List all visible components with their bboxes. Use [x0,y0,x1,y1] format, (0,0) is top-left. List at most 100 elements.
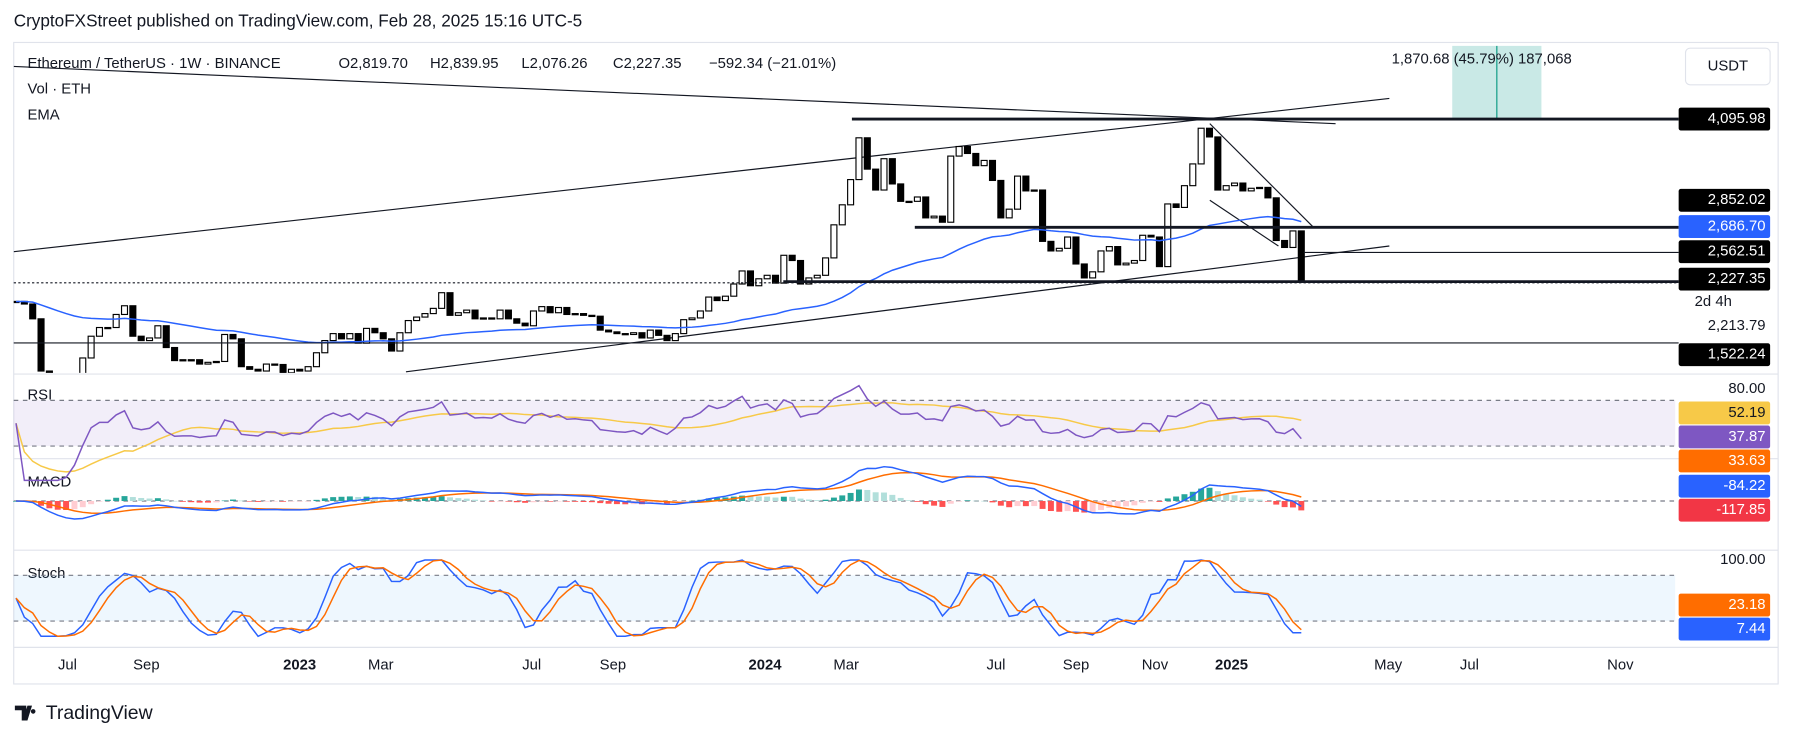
macd-histogram [622,501,629,505]
candle-body [71,375,77,383]
x-tick-label: Jul [58,658,77,674]
macd-histogram [1273,501,1280,505]
macd-histogram [780,496,787,502]
macd-histogram [138,497,145,502]
macd-histogram [939,501,946,507]
candle-body [463,309,471,314]
trendline [1209,199,1279,247]
macd-histogram [513,501,520,503]
rsi-ma-line [15,402,1302,473]
candle-body [922,196,930,219]
candle-body [1189,163,1197,187]
macd-histogram [1047,501,1054,512]
candle-body [221,333,229,363]
x-tick-label: 2025 [1215,658,1248,674]
macd-histogram [797,498,804,502]
candle-body [388,338,396,352]
macd-histogram [246,501,253,502]
candle-body [880,158,888,191]
candle-body [229,333,237,340]
candle-body [1289,230,1297,249]
candle-body [271,363,279,366]
trendline [13,97,1390,253]
candle-body [930,215,938,219]
macd-histogram [647,501,654,504]
candle-body [1130,259,1138,264]
price-label: 1,522.24 [1708,347,1766,363]
macd-histogram [263,501,270,502]
macd-histogram [1256,499,1263,502]
candle-body [479,317,487,320]
macd-histogram [1206,487,1213,502]
candle-body [947,155,955,223]
macd-histogram [1089,501,1096,513]
macd-histogram [655,501,662,504]
macd-histogram [805,499,812,502]
candle-body [87,335,95,359]
macd-histogram [355,496,362,502]
chart-frame [13,41,1779,685]
macd-histogram [380,497,387,502]
macd-histogram [956,501,963,502]
candle-body [179,359,187,362]
candle-body [822,257,830,276]
macd-histogram [96,501,103,502]
candle-body [838,204,846,226]
macd-histogram [830,497,837,502]
candle-body [304,366,312,372]
candle-body [1055,247,1063,252]
candle-body [413,316,421,322]
trendline [405,245,1390,373]
macd-histogram [388,498,395,502]
candle-body [563,306,571,316]
candle-body [95,326,104,337]
price-label-bg [1678,314,1771,338]
candle-body [162,325,170,349]
price-label-bg [1678,215,1771,238]
macd-histogram [1081,501,1088,513]
candle-body [471,309,479,320]
macd-histogram [1164,498,1171,502]
macd-histogram [430,497,437,502]
candle-body [1172,203,1180,208]
candle-body [872,168,880,191]
macd-histogram [989,501,996,503]
macd-legend: MACD [27,475,71,491]
macd-histogram [163,499,170,502]
candle-body [1089,271,1097,279]
candle-body [1297,230,1305,283]
macd-histogram [881,492,887,502]
macd-histogram [1173,496,1180,502]
macd-histogram [438,496,445,502]
x-tick-label: Nov [1142,658,1169,674]
macd-histogram [1198,488,1205,502]
candle-body [79,357,87,373]
indicator-label: -84.22 [1723,478,1765,494]
countdown-bg [1678,290,1771,314]
candle-body [1205,127,1214,138]
macd-histogram [897,497,904,502]
currency-button[interactable] [1684,47,1771,86]
candle-body [488,317,496,320]
macd-histogram [997,501,1004,506]
macd-histogram [1189,491,1196,502]
candle-body [129,305,137,337]
candle-body [154,325,162,339]
macd-histogram [1031,501,1038,507]
indicator-label-bg [1678,593,1771,617]
macd-histogram [522,501,529,503]
stoch-tick: 100.00 [1720,552,1765,568]
candles [13,127,1305,383]
macd-histogram [689,500,696,502]
candle-body [1222,185,1230,191]
macd-histogram [179,501,186,502]
candle-body [588,314,596,318]
macd-histogram [922,501,929,505]
candle-body [955,145,963,157]
candle-body [1239,182,1247,192]
currency[interactable]: USDT [1708,58,1748,74]
candle-body [112,313,120,329]
candle-body [938,215,946,223]
x-tick-label: Mar [833,658,859,674]
